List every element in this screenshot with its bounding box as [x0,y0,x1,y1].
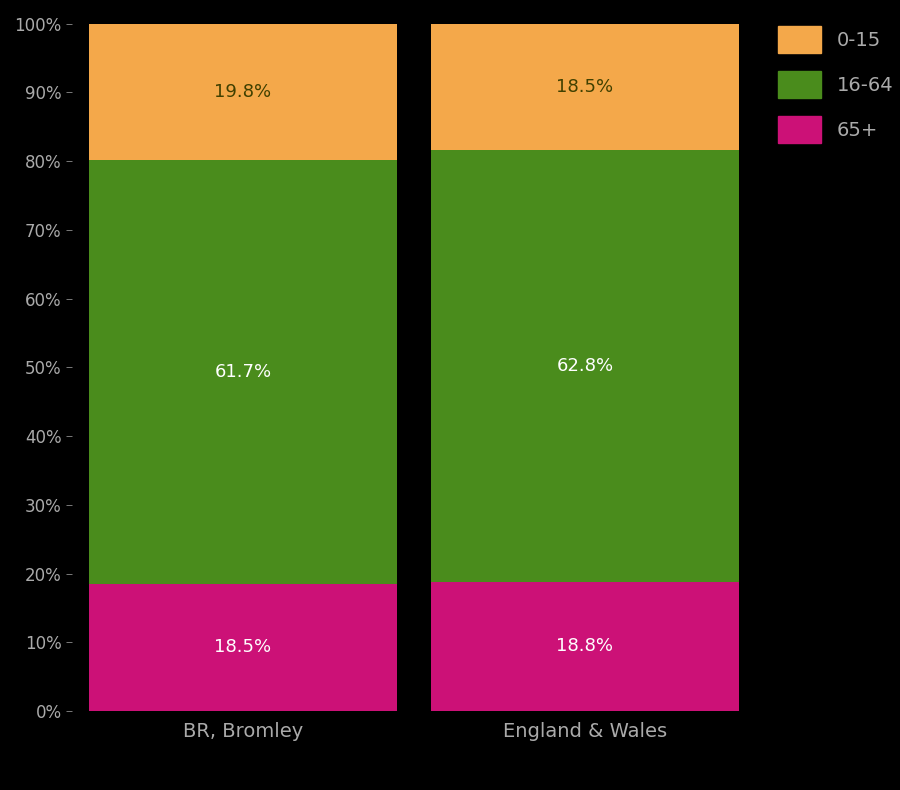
Text: 18.5%: 18.5% [214,638,272,656]
Bar [89,160,397,584]
Bar [89,584,397,711]
Legend: 0-15, 16-64, 65+: 0-15, 16-64, 65+ [772,20,899,149]
Bar [431,150,739,581]
Text: 61.7%: 61.7% [214,363,272,381]
Text: 19.8%: 19.8% [214,83,272,101]
Text: 18.8%: 18.8% [556,638,614,656]
Text: 62.8%: 62.8% [556,357,614,375]
Text: 18.5%: 18.5% [556,77,614,96]
Bar [431,581,739,711]
Bar [89,24,397,160]
Bar [431,23,739,150]
